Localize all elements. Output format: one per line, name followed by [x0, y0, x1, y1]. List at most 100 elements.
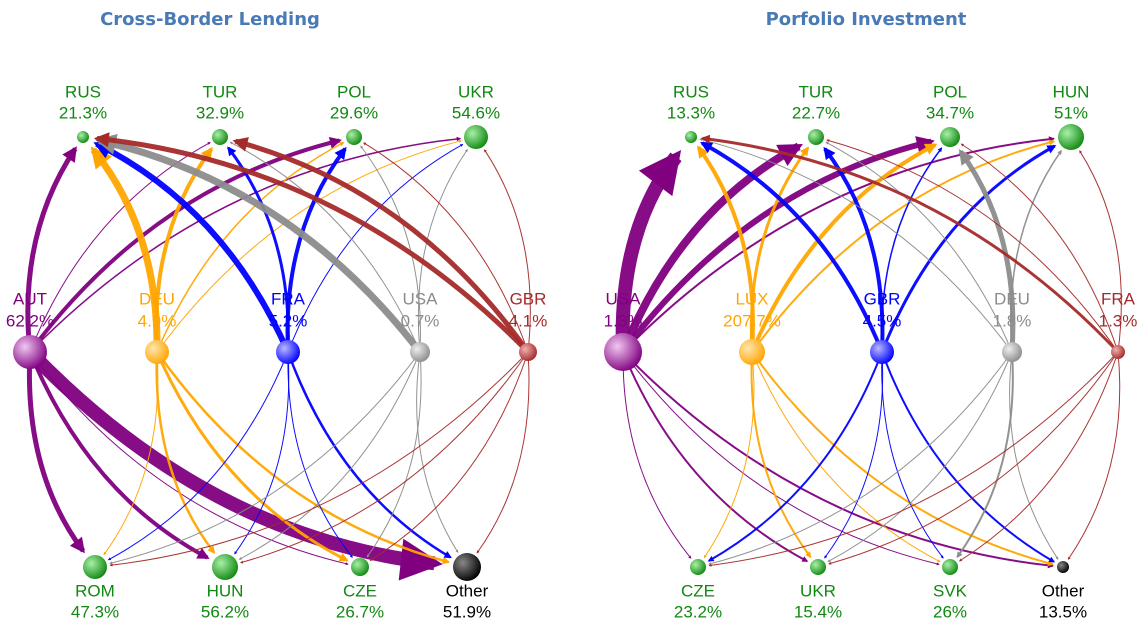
nodes: Cross-Border Lending AUT 62.2% DEU 4.9% FRA 5.…: [6, 9, 1137, 621]
flow-edge: [751, 351, 1055, 566]
target-label: TUR: [203, 82, 238, 101]
flow-edge: [750, 143, 938, 353]
flow-edge: [109, 351, 421, 565]
target-label: CZE: [343, 581, 377, 600]
source-label: FRA: [271, 289, 306, 308]
source-node: [1111, 345, 1125, 359]
flow-edge: [881, 351, 944, 559]
flow-edge: [107, 351, 289, 561]
flow-edge: [751, 351, 941, 563]
source-label: USA: [606, 289, 642, 308]
target-value: 22.7%: [792, 103, 840, 122]
flow-edge: [229, 141, 421, 353]
flow-edge: [700, 134, 1120, 354]
target-node: [351, 558, 369, 576]
target-value: 29.6%: [330, 103, 378, 122]
source-label: AUT: [13, 289, 47, 308]
target-node: [810, 559, 826, 575]
flow-edge: [622, 351, 1054, 569]
source-node: [870, 340, 894, 364]
flow-edge: [749, 146, 810, 353]
flow-edge: [825, 141, 1013, 353]
target-node: [212, 129, 228, 145]
flow-edge: [622, 351, 809, 563]
source-node: [739, 339, 765, 365]
target-node: [808, 129, 824, 145]
flow-edge: [28, 351, 210, 560]
flow-edge: [622, 136, 1055, 353]
target-value: 21.3%: [59, 103, 107, 122]
flow-edge: [703, 351, 755, 559]
target-label: HUN: [1053, 82, 1090, 101]
source-node: [145, 340, 169, 364]
target-node: [83, 555, 107, 579]
target-label: Other: [1042, 581, 1085, 600]
flow-edge: [94, 134, 423, 355]
target-node: [346, 129, 362, 145]
flow-edge: [416, 351, 459, 553]
source-label: GBR: [864, 289, 901, 308]
target-node: [942, 559, 958, 575]
target-value: 51%: [1054, 103, 1088, 122]
source-value: 1.8%: [993, 311, 1032, 330]
flow-edge: [238, 351, 421, 560]
flow-edge: [156, 141, 345, 353]
flow-edge: [620, 136, 935, 354]
source-value: 0.7%: [401, 311, 440, 330]
source-node: [276, 340, 300, 364]
source-value: 1.3%: [604, 311, 643, 330]
flow-edge: [622, 351, 940, 566]
flow-edge: [827, 351, 1013, 563]
flow-edge: [285, 146, 347, 353]
target-label: TUR: [799, 82, 834, 101]
source-value: 62.2%: [6, 311, 54, 330]
flow-edge: [956, 351, 1014, 558]
target-label: Other: [446, 581, 489, 600]
target-label: HUN: [207, 581, 244, 600]
target-value: 23.2%: [674, 602, 722, 621]
flow-edge: [960, 143, 1119, 353]
flow-edge: [366, 351, 422, 558]
flow-edge: [287, 143, 464, 353]
flow-edge: [1009, 351, 1059, 560]
target-node: [1058, 124, 1084, 150]
panel-title: Cross-Border Lending: [100, 9, 320, 30]
source-label: DEU: [994, 289, 1030, 308]
flow-edge: [287, 351, 353, 558]
target-node: [464, 125, 488, 149]
source-label: FRA: [1101, 289, 1136, 308]
flow-edge: [240, 351, 529, 564]
source-value: 1.3%: [1099, 311, 1138, 330]
source-label: USA: [403, 289, 439, 308]
target-value: 47.3%: [71, 602, 119, 621]
target-node: [940, 127, 960, 147]
source-node: [410, 342, 430, 362]
target-value: 15.4%: [794, 602, 842, 621]
source-node: [13, 335, 47, 369]
flow-edge: [483, 149, 531, 353]
flow-edge: [622, 351, 692, 559]
target-value: 13.5%: [1039, 602, 1087, 621]
flow-edge: [93, 132, 530, 354]
target-value: 54.6%: [452, 103, 500, 122]
flow-edge: [232, 137, 531, 354]
source-node: [1002, 342, 1022, 362]
flow-edge: [708, 351, 1119, 567]
flow-edge: [751, 139, 1056, 353]
flow-edge: [360, 145, 421, 353]
flow-edge: [286, 351, 452, 559]
source-value: 4.1%: [509, 311, 548, 330]
target-node: [453, 553, 481, 581]
target-label: UKR: [458, 82, 494, 101]
flow-edge: [826, 139, 1119, 353]
target-label: RUS: [65, 82, 101, 101]
flow-edge: [28, 136, 342, 354]
flow-edge: [880, 144, 1057, 353]
flow-edge: [25, 146, 78, 353]
source-label: GBR: [510, 289, 547, 308]
flow-edge: [696, 145, 755, 353]
flow-edge: [1079, 150, 1122, 353]
target-label: POL: [337, 82, 371, 101]
flow-edge: [156, 139, 462, 353]
